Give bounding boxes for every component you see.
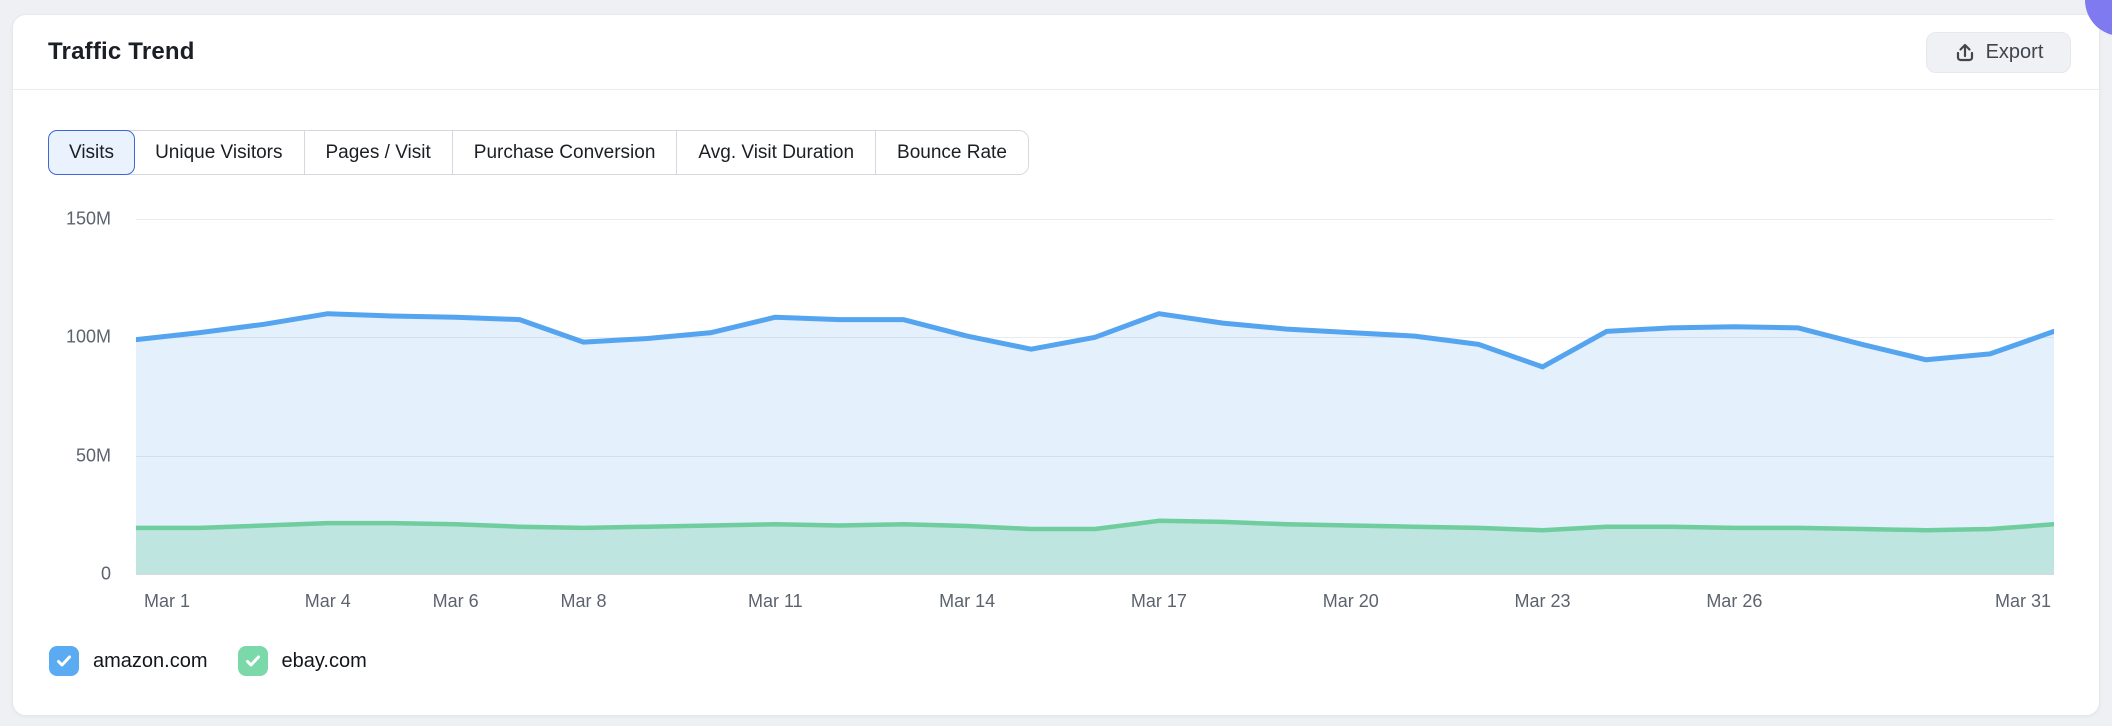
x-axis-label: Mar 17 xyxy=(1130,591,1187,611)
tab-visits[interactable]: Visits xyxy=(48,130,136,175)
x-axis-label: Mar 23 xyxy=(1514,591,1571,611)
legend-label: ebay.com xyxy=(281,649,367,672)
x-axis-label: Mar 14 xyxy=(939,591,996,611)
gridline-150M xyxy=(136,219,2054,220)
x-axis-label: Mar 4 xyxy=(304,591,351,611)
x-axis-label: Mar 11 xyxy=(747,591,803,611)
traffic-trend-card: Traffic Trend Export Visits Unique Visito… xyxy=(12,14,2100,716)
x-axis-label: Mar 26 xyxy=(1706,591,1763,611)
x-axis-label: Mar 6 xyxy=(432,591,479,611)
gridline-100M xyxy=(136,337,2054,339)
y-axis-label: 50M xyxy=(75,445,111,466)
tab-avg-visit-duration[interactable]: Avg. Visit Duration xyxy=(677,131,877,174)
tab-unique-visitors[interactable]: Unique Visitors xyxy=(134,131,305,174)
gridline-0 xyxy=(136,574,2054,575)
area-fill-ebay.com xyxy=(136,520,2054,574)
line-amazon.com xyxy=(136,311,2054,370)
checkmark-icon xyxy=(245,655,260,667)
export-label: Export xyxy=(1985,41,2044,63)
traffic-chart: 150M 100M 50M 0 Mar 1 Mar 4 Mar 6 Mar 8 Mar 11 M… xyxy=(13,15,2099,715)
x-axis-label: Mar 20 xyxy=(1322,591,1379,611)
upload-icon xyxy=(1954,42,1976,64)
legend-item-amazon-com[interactable]: amazon.com xyxy=(49,646,208,676)
series-checkbox[interactable] xyxy=(237,646,268,676)
tab-bounce-rate[interactable]: Bounce Rate xyxy=(876,131,1028,174)
y-axis-label: 0 xyxy=(100,563,111,584)
export-button[interactable]: Export xyxy=(1926,32,2071,73)
x-axis-label: Mar 31 xyxy=(1994,591,2052,611)
tab-pages-visit[interactable]: Pages / Visit xyxy=(304,131,453,174)
y-axis-label: 100M xyxy=(65,326,111,347)
legend-item-ebay-com[interactable]: ebay.com xyxy=(237,646,367,676)
x-axis-label: Mar 1 xyxy=(143,591,191,611)
area-fill-amazon.com xyxy=(136,313,2054,574)
y-axis-label: 150M xyxy=(65,208,111,229)
series-checkbox[interactable] xyxy=(49,646,79,676)
chart-legend: amazon.com ebay.com xyxy=(49,646,367,676)
tab-purchase-conversion[interactable]: Purchase Conversion xyxy=(452,131,678,174)
line-ebay.com xyxy=(136,518,2054,533)
area-chart-plot xyxy=(136,311,2054,574)
header-divider xyxy=(13,89,2099,90)
checkmark-icon xyxy=(57,655,71,667)
page-title: Traffic Trend xyxy=(48,38,195,65)
x-axis-label: Mar 8 xyxy=(560,591,607,611)
card-header: Traffic Trend xyxy=(13,15,2099,89)
metric-tabs: Visits Unique Visitors Pages / Visit Purcha… xyxy=(48,130,1029,175)
legend-label: amazon.com xyxy=(93,649,208,672)
gridline-50M xyxy=(136,455,2054,457)
